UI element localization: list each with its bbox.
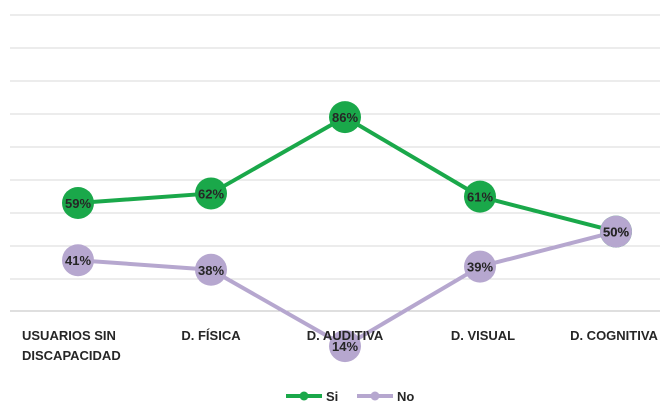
- marker-no: [464, 250, 496, 283]
- marker-no: [600, 215, 632, 248]
- data-label-no: 14%: [332, 339, 358, 354]
- data-labels: 59%62%86%61%50%41%38%14%39%50%: [65, 110, 629, 354]
- category-axis-labels: USUARIOS SIN DISCAPACIDAD D. FÍSICA D. AUDI…: [22, 328, 659, 363]
- category-label: D. COGNITIVA: [570, 328, 658, 343]
- marker-no: [329, 330, 361, 363]
- data-label-si: 50%: [603, 225, 629, 240]
- data-label-no: 38%: [198, 263, 224, 278]
- data-markers: [62, 101, 632, 363]
- category-label: DISCAPACIDAD: [22, 348, 121, 363]
- legend: Si No: [286, 389, 414, 404]
- data-label-no: 39%: [467, 260, 493, 275]
- data-label-si: 62%: [198, 186, 224, 201]
- data-label-si: 86%: [332, 110, 358, 125]
- series-line-si: [76, 115, 618, 234]
- legend-marker-no: [370, 391, 380, 401]
- gridlines: [10, 14, 660, 312]
- category-label: USUARIOS SIN: [22, 328, 116, 343]
- series-lines: [76, 115, 618, 349]
- legend-marker-si: [299, 391, 309, 401]
- legend-label-si: Si: [326, 389, 338, 404]
- marker-no: [62, 244, 94, 277]
- data-label-no: 50%: [603, 225, 629, 240]
- marker-si: [62, 186, 94, 219]
- marker-si: [464, 180, 496, 213]
- data-label-no: 41%: [65, 253, 91, 268]
- data-label-si: 61%: [467, 190, 493, 205]
- category-label: D. AUDITIVA: [307, 328, 384, 343]
- legend-label-no: No: [397, 389, 414, 404]
- category-label: D. FÍSICA: [181, 328, 241, 343]
- marker-si: [329, 101, 361, 134]
- data-label-si: 59%: [65, 196, 91, 211]
- marker-no: [195, 253, 227, 286]
- category-label: D. VISUAL: [451, 328, 515, 343]
- marker-si: [195, 177, 227, 210]
